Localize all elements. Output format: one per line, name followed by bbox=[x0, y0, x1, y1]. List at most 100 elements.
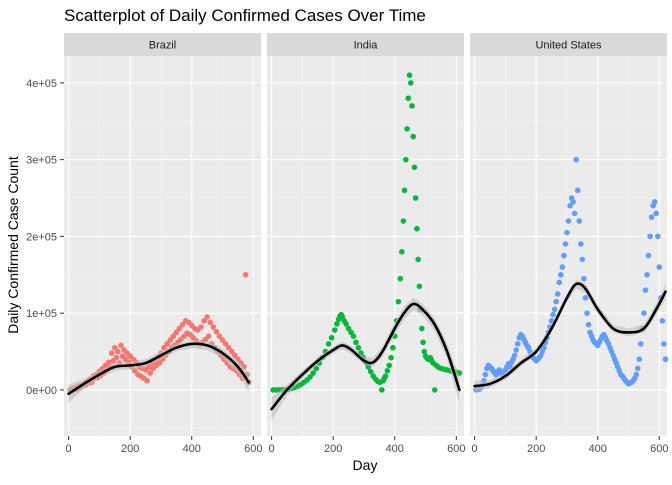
data-point bbox=[558, 271, 564, 278]
smooth-trend-line bbox=[473, 282, 667, 388]
data-point bbox=[225, 344, 232, 351]
data-point bbox=[641, 310, 647, 316]
data-point bbox=[648, 214, 655, 221]
data-point bbox=[173, 329, 180, 336]
x-tick-label: 400 bbox=[183, 443, 201, 455]
data-point bbox=[550, 311, 556, 318]
data-point bbox=[131, 367, 138, 374]
y-tick-label: 2e+05 bbox=[26, 231, 57, 243]
data-point bbox=[118, 342, 124, 349]
data-point bbox=[232, 352, 238, 359]
data-point bbox=[334, 321, 340, 327]
data-point bbox=[307, 374, 313, 380]
data-point bbox=[559, 264, 566, 270]
data-point bbox=[382, 373, 389, 379]
data-point bbox=[412, 195, 419, 201]
data-point bbox=[576, 218, 583, 224]
data-point bbox=[384, 367, 391, 374]
facet-panel-united-states: United States 0 200 400 600 bbox=[470, 33, 668, 455]
data-point bbox=[355, 344, 362, 351]
data-point bbox=[574, 187, 581, 194]
data-point bbox=[111, 344, 118, 351]
data-point bbox=[401, 187, 408, 194]
data-point bbox=[219, 337, 226, 343]
x-tick-label: 0 bbox=[66, 443, 72, 455]
data-point bbox=[161, 344, 167, 351]
data-point bbox=[659, 318, 666, 324]
smooth-trend-line bbox=[270, 302, 461, 411]
data-point bbox=[642, 287, 649, 293]
data-point bbox=[561, 252, 567, 259]
data-point bbox=[511, 352, 518, 359]
data-point bbox=[399, 248, 405, 255]
y-axis-title: Daily Confirmed Case Count bbox=[5, 156, 21, 334]
data-point bbox=[147, 370, 153, 376]
data-point bbox=[482, 371, 489, 378]
data-point bbox=[514, 341, 521, 347]
data-point bbox=[176, 325, 183, 332]
facet-panel-india: India 0 200 400 600 bbox=[267, 33, 465, 455]
data-point bbox=[562, 241, 569, 247]
data-point bbox=[222, 341, 229, 347]
data-point bbox=[367, 368, 374, 375]
data-point bbox=[403, 156, 409, 163]
data-point bbox=[228, 348, 235, 355]
data-point bbox=[156, 360, 163, 366]
x-tick-label: 0 bbox=[269, 443, 275, 455]
data-point bbox=[331, 327, 338, 333]
x-tick-label: 600 bbox=[650, 443, 668, 455]
data-point bbox=[404, 126, 410, 132]
data-point bbox=[634, 365, 641, 372]
data-point bbox=[395, 298, 402, 305]
y-tick-label: 4e+05 bbox=[26, 78, 57, 90]
data-point bbox=[565, 218, 572, 224]
data-point bbox=[115, 348, 121, 355]
facet-strip bbox=[64, 33, 261, 56]
data-point bbox=[406, 72, 413, 78]
data-point bbox=[662, 356, 669, 363]
data-point bbox=[656, 264, 663, 270]
data-point bbox=[567, 202, 573, 209]
data-point bbox=[350, 333, 357, 340]
data-point bbox=[414, 225, 420, 232]
facet-strip-label: India bbox=[354, 40, 379, 52]
data-point bbox=[409, 103, 415, 109]
data-point bbox=[578, 241, 584, 247]
data-point bbox=[554, 291, 561, 297]
data-point bbox=[325, 341, 332, 347]
data-point bbox=[645, 252, 652, 259]
facet-strip bbox=[470, 33, 667, 56]
x-tick-label: 600 bbox=[244, 443, 262, 455]
x-tick-label: 200 bbox=[324, 443, 342, 455]
data-point bbox=[216, 333, 223, 340]
data-point bbox=[386, 362, 393, 369]
data-point bbox=[113, 354, 120, 361]
data-point bbox=[310, 370, 316, 376]
data-point bbox=[201, 318, 207, 324]
data-point bbox=[205, 333, 212, 340]
facet-strip-label: Brazil bbox=[149, 40, 177, 52]
data-point bbox=[584, 310, 590, 316]
data-point bbox=[204, 314, 210, 320]
data-point bbox=[661, 341, 667, 347]
y-tick-label: 0e+00 bbox=[26, 385, 57, 397]
data-point bbox=[179, 321, 186, 328]
x-axis-title: Day bbox=[353, 457, 378, 473]
data-point bbox=[328, 334, 335, 341]
data-point bbox=[653, 210, 660, 217]
data-point bbox=[388, 354, 394, 361]
data-point bbox=[553, 298, 559, 305]
data-point bbox=[571, 210, 578, 217]
data-point bbox=[210, 324, 217, 330]
facet-strip-label: United States bbox=[535, 40, 602, 52]
data-point bbox=[411, 164, 418, 171]
data-point bbox=[400, 218, 407, 224]
confidence-band bbox=[271, 297, 460, 421]
data-point bbox=[108, 350, 115, 356]
data-point bbox=[582, 295, 589, 301]
data-point bbox=[636, 356, 643, 363]
x-tick-label: 200 bbox=[527, 443, 545, 455]
facet-panel-brazil: Brazil 0 200 400 600 bbox=[64, 33, 262, 455]
